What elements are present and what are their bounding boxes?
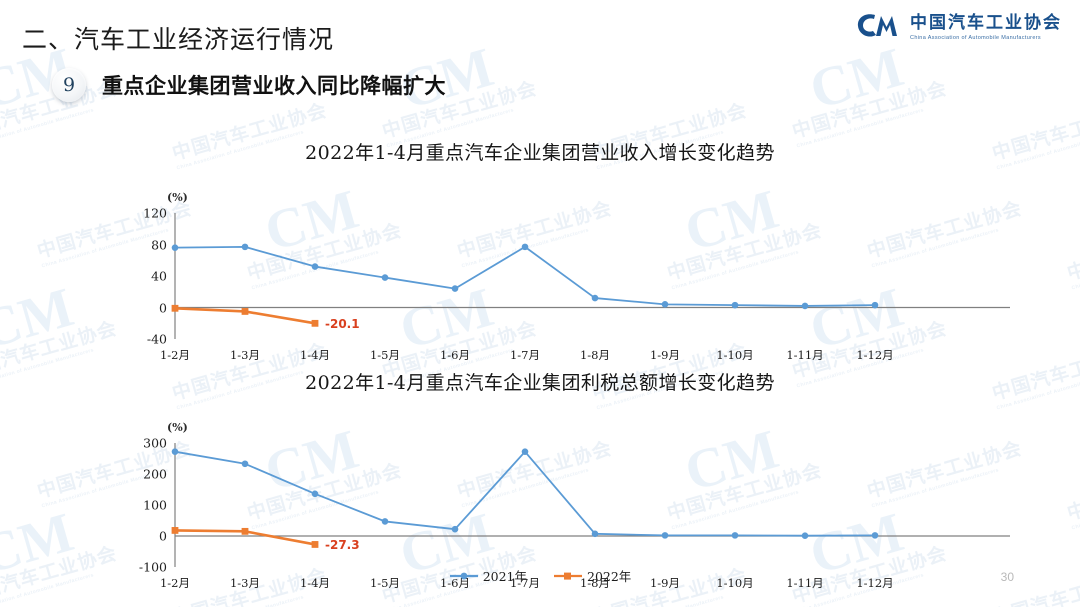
x-axis-tick-label: 1-7月 [509,576,541,590]
x-axis-tick-label: 1-9月 [649,576,681,590]
chart-title: 2022年1-4月重点汽车企业集团利税总额增长变化趋势 [305,372,775,394]
x-axis-tick-label: 1-7月 [509,348,541,362]
x-axis-tick-label: 1-3月 [229,348,261,362]
data-point-marker [171,304,179,312]
legend-label: 2022年 [587,569,632,584]
y-axis-tick-label: 100 [143,497,167,513]
data-point-marker [871,532,879,539]
data-point-marker [661,301,669,308]
x-axis-tick-label: 1-5月 [369,576,401,590]
y-axis-tick-label: 200 [143,466,167,482]
y-axis-unit-label: (%) [167,421,188,434]
x-axis-tick-label: 1-8月 [579,576,611,590]
data-point-marker [171,244,179,251]
data-point-marker [241,527,249,535]
chart-plot-area: (%) 120 80 40 0 -40 1-2月 1-3月 1-4月 1-5月 1-6月 1-7月 1-… [0,169,1080,362]
x-axis-tick-label: 1-5月 [369,348,401,362]
x-axis-tick-label: 1-2月 [159,348,191,362]
x-axis-tick-label: 1-3月 [229,576,261,590]
data-point-marker [171,448,179,455]
x-axis-tick-label: 1-11月 [786,348,824,362]
x-axis-tick-label: 1-11月 [786,576,824,590]
x-axis-tick-label: 1-9月 [649,348,681,362]
x-axis-tick-label: 1-8月 [579,348,611,362]
x-axis-tick-label: 1-10月 [716,576,754,590]
chart-plot-area: (%) 300 200 100 0 -100 1-2月 1-3月 1-4月 1-5月 1-6月 1-7… [0,399,1080,590]
page-title: 二、汽车工业经济运行情况 [22,25,335,54]
data-point-marker [591,294,599,302]
logo-name-en: China Association of Automobile Manufact… [910,34,1042,41]
x-axis-tick-label: 1-12月 [856,348,894,362]
data-point-marker [171,527,179,534]
y-axis-tick-label: -100 [138,559,167,575]
x-axis-tick-label: 1-6月 [439,348,471,362]
logo-text-block: 中国汽车工业协会 China Association of Automobile… [910,14,1062,41]
data-point-marker [731,301,739,309]
data-point-marker [311,263,319,270]
data-value-label: -20.1 [325,317,360,332]
page-number: 30 [1000,570,1014,584]
data-point-marker [521,448,529,455]
data-point-marker [661,532,669,539]
caam-logo-icon [855,10,901,45]
data-point-marker [381,274,389,281]
data-point-marker [871,301,879,309]
data-point-marker [731,532,739,539]
x-axis-tick-label: 1-4月 [299,576,331,590]
chart-svg [171,443,1010,567]
data-point-marker [521,243,529,251]
x-axis-tick-label: 1-12月 [856,576,894,590]
x-axis-tick-label: 1-2月 [159,576,191,590]
legend-item[interactable]: 2022年 [553,566,631,585]
data-point-marker [241,243,249,251]
data-point-marker [311,541,319,548]
data-point-marker [311,490,319,498]
x-axis-tick-label: 1-10月 [716,348,754,362]
series-line [174,245,876,307]
legend-item[interactable]: 2021年 [449,566,527,585]
chart-legend: 2021年 2022年 [0,566,1080,585]
step-number-badge: 9 [52,68,86,102]
data-point-marker [801,532,809,539]
legend-label: 2021年 [482,569,527,584]
data-point-marker [381,518,389,525]
series-line [174,450,876,537]
subsection-row: 9 重点企业集团营业收入同比降幅扩大 [52,68,446,102]
data-point-marker [241,308,249,315]
y-axis-tick-label: 0 [159,300,167,315]
legend-marker-icon [449,572,478,579]
data-point-marker [591,530,599,538]
data-point-marker [801,302,809,310]
logo-name-cn: 中国汽车工业协会 [910,13,1062,34]
profit-tax-growth-chart: 2022年1-4月重点汽车企业集团利税总额增长变化趋势 (%) 300 200 100… [0,368,1080,590]
subsection-title: 重点企业集团营业收入同比降幅扩大 [102,74,446,98]
legend-marker-icon [554,572,582,580]
data-point-marker [451,285,459,292]
y-axis-tick-label: -40 [146,331,167,347]
y-axis-tick-label: 40 [151,268,167,284]
data-point-marker [311,319,319,327]
x-axis-tick-label: 1-4月 [299,348,331,362]
chart-svg [171,213,1010,339]
y-axis-tick-label: 0 [159,528,167,544]
y-axis-unit-label: (%) [167,191,188,204]
data-value-label: -27.3 [325,538,360,553]
y-axis-tick-label: 120 [143,205,167,221]
revenue-growth-chart: 2022年1-4月重点汽车企业集团营业收入增长变化趋势 (%) 120 80 40 0 -… [0,138,1080,362]
chart-title: 2022年1-4月重点汽车企业集团营业收入增长变化趋势 [305,142,775,164]
organization-logo: 中国汽车工业协会 China Association of Automobile… [855,10,1062,45]
x-axis-tick-label: 1-6月 [439,576,471,590]
y-axis-tick-label: 80 [151,237,167,252]
y-axis-tick-label: 300 [143,435,167,451]
data-point-marker [241,460,249,468]
data-point-marker [451,525,459,533]
